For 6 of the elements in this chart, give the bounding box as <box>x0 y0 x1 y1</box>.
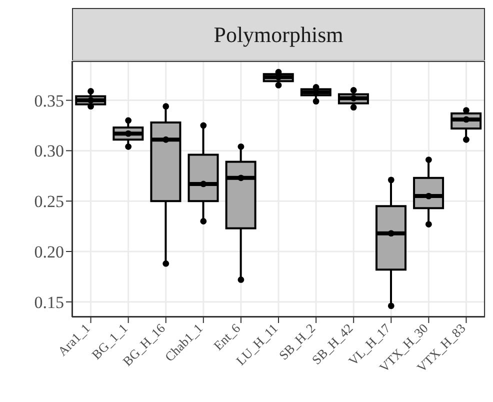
y-tick-label: 0.20 <box>34 242 64 262</box>
y-tick-label: 0.25 <box>34 192 64 212</box>
chart-title: Polymorphism <box>214 22 344 48</box>
y-tick-label: 0.15 <box>34 292 64 312</box>
y-tick-label: 0.35 <box>34 91 64 110</box>
y-tick-label: 0.30 <box>34 142 64 161</box>
